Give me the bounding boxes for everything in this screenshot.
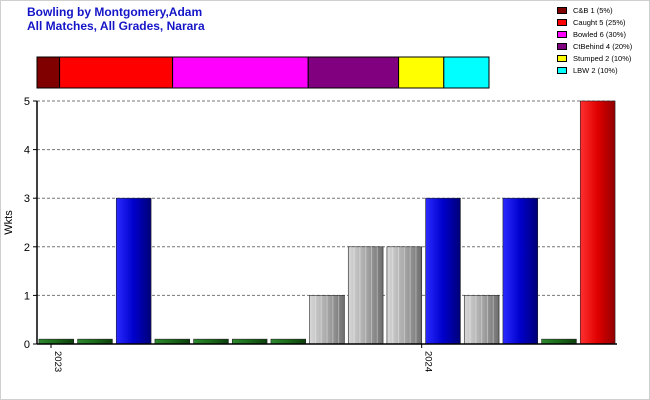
x-tick-label: 2024 — [423, 351, 434, 372]
y-tick-label: 4 — [24, 145, 30, 157]
bar — [386, 246, 423, 345]
legend-label: LBW 2 (10%) — [573, 66, 618, 75]
legend-label: C&B 1 (5%) — [573, 6, 613, 15]
y-ticks: 0 1 2 3 4 5 — [24, 96, 37, 351]
dismissal-segment — [172, 56, 309, 89]
legend-label: Stumped 2 (10%) — [573, 54, 632, 63]
bar — [115, 197, 152, 345]
legend-swatch — [557, 19, 567, 26]
bar — [463, 295, 500, 345]
legend-swatch — [557, 31, 567, 38]
y-tick-label: 0 — [24, 339, 30, 351]
legend-swatch — [557, 67, 567, 74]
y-tick-label: 3 — [24, 193, 30, 205]
legend-swatch — [557, 43, 567, 50]
y-axis-label: Wkts — [3, 210, 15, 235]
bar — [502, 197, 539, 345]
axes — [36, 101, 617, 345]
bar — [347, 246, 384, 345]
y-tick-label: 2 — [24, 242, 30, 254]
bar — [579, 100, 616, 345]
dismissal-segment — [398, 56, 445, 89]
y-tick-label: 5 — [24, 96, 30, 108]
legend-label: CtBehind 4 (20%) — [573, 42, 633, 51]
legend-swatch — [557, 55, 567, 62]
dismissal-strip — [36, 56, 490, 89]
x-tick-label: 2023 — [52, 351, 63, 372]
dismissal-segment — [443, 56, 490, 89]
dismissal-segment — [307, 56, 400, 89]
y-tick-label: 1 — [24, 290, 30, 302]
chart-title: Bowling by Montgomery,Adam — [27, 5, 203, 19]
chart-subtitle: All Matches, All Grades, Narara — [27, 19, 205, 33]
dismissal-segment — [36, 56, 61, 89]
bars — [38, 100, 616, 345]
bar — [425, 197, 461, 345]
legend-label: Caught 5 (25%) — [573, 18, 626, 27]
legend-label: Bowled 6 (30%) — [573, 30, 626, 39]
dismissal-segment — [59, 56, 174, 89]
bar — [309, 295, 345, 345]
legend-swatch — [557, 7, 567, 14]
x-labels: 2023 2024 — [50, 344, 434, 372]
